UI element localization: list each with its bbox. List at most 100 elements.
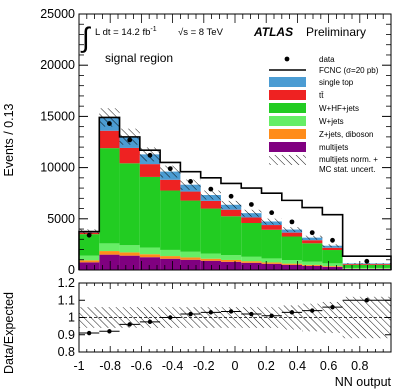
bar-z-jets-diboson xyxy=(119,252,140,256)
data-point xyxy=(248,202,254,207)
bar-ttbar xyxy=(200,200,221,209)
bar-w-hf-jets xyxy=(99,148,120,244)
bar-ttbar xyxy=(119,147,140,164)
bar-ttbar xyxy=(180,191,201,201)
bar-ttbar xyxy=(220,209,242,217)
y-tick-label: 5000 xyxy=(47,212,75,226)
bar-w-jets xyxy=(79,255,100,261)
main-y-ticks: 0 5000 10000 15000 20000 25000 xyxy=(40,7,391,277)
ratio-y-tick-label: 1 xyxy=(68,311,75,325)
ratio-y-ticks: 0.8 0.9 1 1.1 1.2 xyxy=(58,276,391,359)
bar-w-jets xyxy=(261,258,282,263)
x-tick-label: 0.4 xyxy=(289,359,306,373)
ratio-point xyxy=(168,315,173,320)
legend-z-diboson-label: Z+jets, diboson xyxy=(319,130,373,139)
bar-ttbar xyxy=(261,225,282,230)
x-tick-label: 0 xyxy=(232,359,239,373)
bar-z-jets-diboson xyxy=(79,260,100,263)
legend-w-jets-swatch xyxy=(269,116,306,126)
bar-multijets xyxy=(200,260,221,270)
ratio-x-ticks: -1 -0.8 -0.6 -0.4 -0.2 0 0.2 0.4 0.6 0.8 xyxy=(73,283,392,373)
sqrt-s-label: √s = 8 TeV xyxy=(178,27,224,38)
x-axis-label: NN output xyxy=(335,375,392,389)
legend-data-marker xyxy=(284,56,290,62)
bar-z-jets-diboson xyxy=(160,256,181,259)
x-tick-label: 0.6 xyxy=(320,359,337,373)
ratio-y-tick-label: 1.1 xyxy=(58,293,75,307)
bar-ttbar xyxy=(302,240,323,244)
y-tick-label: 15000 xyxy=(40,109,75,123)
y-tick-label: 25000 xyxy=(40,7,75,21)
ratio-panel: 0.80.911.11.2 -1 -0.8 -0.6 -0.4 -0.2 0 0.2 0.4 0… xyxy=(2,276,392,389)
bar-multijets xyxy=(220,261,242,270)
data-point xyxy=(188,179,193,184)
bar-w-hf-jets xyxy=(281,236,303,261)
uncertainty-hatch xyxy=(220,200,242,209)
ratio-point xyxy=(364,298,370,303)
bar-w-jets xyxy=(160,249,181,257)
bar-z-jets-diboson xyxy=(322,266,343,267)
data-point xyxy=(269,210,275,216)
y-tick-label: 0 xyxy=(68,263,75,277)
legend-uncertainty-label-1: multijets norm. + xyxy=(319,155,378,164)
bar-z-jets-diboson xyxy=(200,258,221,261)
data-point xyxy=(330,237,335,243)
data-point xyxy=(86,232,92,238)
uncertainty-hatch xyxy=(180,179,201,190)
y-tick-label: 20000 xyxy=(40,58,75,72)
bar-multijets xyxy=(139,257,161,270)
x-tick-label: 0.8 xyxy=(351,359,368,373)
x-tick-label: -1 xyxy=(73,359,84,373)
bar-w-jets xyxy=(99,243,120,252)
bar-multijets xyxy=(261,263,282,270)
bar-w-hf-jets xyxy=(220,216,242,256)
uncertainty-band xyxy=(79,108,391,264)
uncertainty-hatch xyxy=(281,227,303,232)
data-point xyxy=(107,121,112,126)
stacked-bars xyxy=(79,117,391,270)
bar-w-hf-jets xyxy=(322,250,343,264)
x-tick-label: -0.6 xyxy=(131,359,153,373)
ratio-point xyxy=(208,310,214,315)
bar-w-jets xyxy=(281,260,303,264)
data-point xyxy=(228,193,234,199)
bar-ttbar xyxy=(281,232,303,237)
ratio-point xyxy=(249,311,254,317)
ratio-point xyxy=(228,309,234,314)
bar-ttbar xyxy=(139,164,161,177)
bar-multijets xyxy=(160,258,181,270)
x-tick-label: -0.2 xyxy=(193,359,215,373)
bar-ttbar xyxy=(342,264,391,265)
ratio-y-tick-label: 0.8 xyxy=(58,345,75,359)
bar-z-jets-diboson xyxy=(180,257,201,260)
data-point xyxy=(167,166,173,172)
bar-z-jets-diboson xyxy=(302,264,323,266)
uncertainty-hatch xyxy=(200,190,221,200)
ratio-point xyxy=(147,319,153,325)
main-x-ticks xyxy=(78,14,392,270)
bar-multijets xyxy=(119,255,140,270)
bar-multijets xyxy=(180,259,201,270)
legend-uncertainty-label-2: MC stat. uncert. xyxy=(319,165,375,174)
data-point xyxy=(309,230,315,236)
legend-w-jets-label: W+jets xyxy=(319,117,344,126)
x-tick-label: 0.2 xyxy=(258,359,275,373)
data-point xyxy=(289,219,295,225)
bar-w-hf-jets xyxy=(180,200,201,252)
bar-z-jets-diboson xyxy=(220,259,242,262)
legend-data-label: data xyxy=(319,55,335,64)
bar-z-jets-diboson xyxy=(261,262,282,264)
legend-single-top-label: single top xyxy=(319,78,354,87)
ratio-point xyxy=(86,330,92,336)
legend-ttbar-label: tt̄ xyxy=(319,91,324,100)
y-tick-label: 10000 xyxy=(40,161,75,175)
bar-w-jets xyxy=(200,253,221,259)
ratio-uncertainty-hatch xyxy=(322,301,343,334)
legend-w-hf-jets-swatch xyxy=(269,103,306,113)
uncertainty-hatch xyxy=(322,244,343,248)
bar-w-jets xyxy=(322,263,343,267)
bar-multijets xyxy=(79,262,100,270)
bar-w-hf-jets xyxy=(79,234,100,256)
legend-multijets-swatch xyxy=(269,142,306,152)
